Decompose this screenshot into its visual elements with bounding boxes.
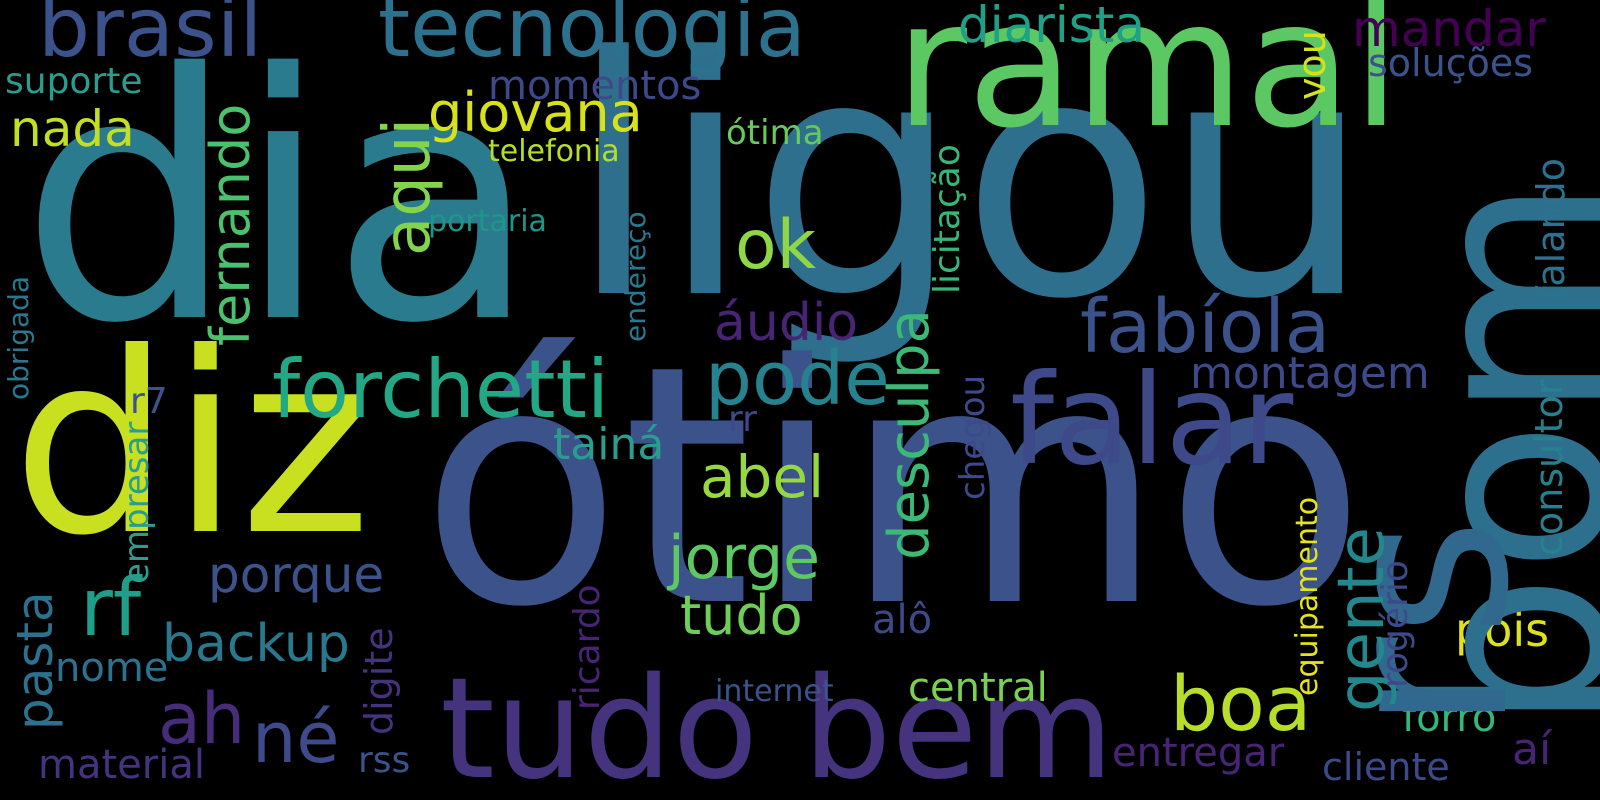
word: montagem [1190,348,1430,399]
word: né [252,697,340,779]
word: forchetti [272,343,610,436]
word: consultor [1527,379,1571,556]
word: porque [208,546,385,604]
word: falando [1529,158,1573,300]
word: ligou [568,0,1372,371]
word: áudio [714,293,859,353]
word: nome [55,645,169,691]
word: dia [20,2,539,398]
word: forro [1402,695,1497,741]
word: tecnologia [378,0,806,76]
word: empresar [117,421,157,584]
word: fernando [199,103,262,346]
word: abel [700,443,825,511]
word: material [38,742,205,788]
word: portaria [428,204,547,239]
word: pois [1455,603,1550,657]
word: chegou [953,374,993,500]
word: mandar [1352,0,1546,58]
word: r7 [130,381,168,422]
word: diarista [958,0,1146,54]
word: aqui [371,117,445,256]
word: pode [705,336,890,422]
word: cliente [1322,745,1450,789]
word: equipamento [1290,496,1325,696]
word: aí [1512,724,1552,775]
word: suporte [5,61,143,102]
word: licitação [927,144,968,294]
word: ah [158,678,246,760]
word: ok [735,206,816,285]
word: tainá [553,419,665,470]
word: jorge [668,523,820,593]
word: tudo [680,584,803,647]
word: digite [357,627,401,735]
word: falar [1010,348,1294,493]
word: rss [358,740,411,781]
word: brasil [38,0,263,76]
word: internet [715,674,834,709]
word: alô [872,597,933,643]
word: desculpa [877,309,942,560]
word: endereço [619,211,652,342]
word: soluções [1368,41,1534,85]
word: ótimo [420,295,1367,679]
word: boa [1170,659,1312,748]
word: central [908,665,1048,711]
word: tudo bem [440,648,1115,800]
word: ramal [895,0,1401,167]
word: backup [162,614,350,674]
word: ótima [726,113,824,153]
word: rogério [1375,560,1416,688]
word: rf [80,561,142,654]
word: diz [12,299,372,590]
word: entregar [1112,730,1285,776]
word: rr [728,399,757,440]
word: nada [10,100,135,158]
word: vou [1290,30,1334,100]
word: giovana [428,81,643,144]
word: pasta [6,591,64,730]
word: ricardo [567,584,608,710]
word: momentos [488,63,702,109]
word: fabíola [1080,284,1331,370]
word: telefonia [488,134,620,169]
word: obrigada [2,275,35,400]
